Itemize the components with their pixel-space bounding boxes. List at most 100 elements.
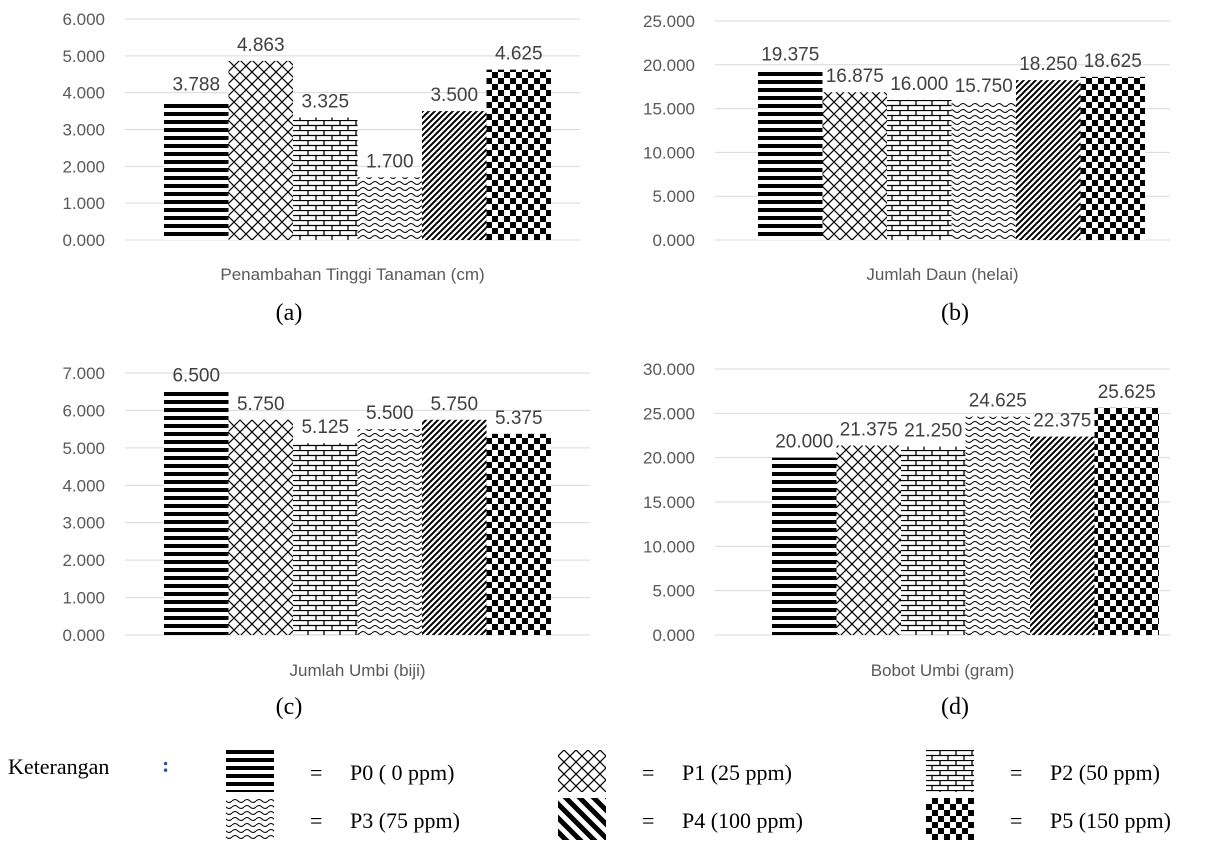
legend-equals: = — [1010, 808, 1023, 833]
data-label: 5.500 — [366, 403, 414, 424]
y-tick-label: 25.000 — [643, 12, 695, 31]
y-tick-label: 1.000 — [62, 194, 105, 213]
data-label: 24.625 — [969, 391, 1027, 412]
legend-equals: = — [310, 760, 323, 785]
bar-p0-0-ppm — [164, 391, 229, 635]
y-tick-label: 6.000 — [62, 401, 105, 420]
legend-label: P5 (150 ppm) — [1050, 808, 1171, 833]
y-tick-label: 10.000 — [643, 537, 695, 556]
chart-panel-2: 0.000 5.000 10.000 15.000 20.000 25.000 19.375… — [643, 12, 1170, 326]
bar-p4-100-ppm — [1016, 80, 1081, 240]
bar-p5-150-ppm — [1094, 407, 1159, 635]
y-tick-label: 0.000 — [652, 231, 695, 250]
y-tick-label: 20.000 — [643, 449, 695, 468]
legend-equals: = — [642, 808, 655, 833]
y-tick-label: 0.000 — [62, 626, 105, 645]
data-label: 3.788 — [172, 74, 220, 95]
data-label: 4.863 — [237, 35, 285, 56]
bar-p0-0-ppm — [772, 457, 837, 635]
legend-swatch — [926, 798, 974, 840]
y-tick-label: 2.000 — [62, 157, 105, 176]
bar-p4-100-ppm — [422, 111, 487, 240]
data-label: 18.625 — [1084, 51, 1142, 72]
data-label: 1.700 — [366, 151, 414, 172]
data-label: 25.625 — [1098, 382, 1156, 403]
bar-p4-100-ppm — [422, 419, 487, 635]
bar-p5-150-ppm — [1080, 76, 1145, 240]
y-tick-label: 15.000 — [643, 493, 695, 512]
bar-p3-75-ppm — [357, 177, 422, 240]
data-label: 3.500 — [430, 85, 478, 106]
data-label: 21.250 — [904, 421, 962, 442]
y-tick-label: 3.000 — [62, 121, 105, 140]
y-tick-label: 3.000 — [62, 514, 105, 533]
legend: Keterangan : = P0 ( 0 ppm) = P1 (25 ppm) = P2… — [0, 740, 1207, 845]
data-label: 5.125 — [301, 417, 349, 438]
legend-label: P2 (50 ppm) — [1050, 760, 1160, 785]
y-tick-label: 5.000 — [652, 187, 695, 206]
y-tick-label: 30.000 — [643, 360, 695, 379]
legend-title: Keterangan — [8, 754, 110, 779]
y-tick-label: 15.000 — [643, 100, 695, 119]
bar-p3-75-ppm — [951, 102, 1016, 240]
panel-label: (c) — [276, 694, 303, 720]
bar-p4-100-ppm — [1030, 436, 1095, 635]
data-label: 16.875 — [826, 66, 884, 87]
panel-label: (b) — [941, 300, 969, 326]
y-tick-label: 5.000 — [62, 439, 105, 458]
y-tick-label: 4.000 — [62, 476, 105, 495]
x-axis-label: Bobot Umbi (gram) — [871, 661, 1015, 680]
legend-label: P3 (75 ppm) — [350, 808, 460, 833]
bar-p2-50-ppm — [887, 99, 952, 240]
y-tick-label: 25.000 — [643, 404, 695, 423]
legend-swatch — [926, 750, 974, 792]
bar-p0-0-ppm — [758, 70, 823, 241]
legend-equals: = — [310, 808, 323, 833]
panel-label: (d) — [941, 694, 969, 720]
x-axis-label: Jumlah Umbi (biji) — [289, 661, 425, 680]
bar-p0-0-ppm — [164, 100, 229, 240]
data-label: 15.750 — [955, 76, 1013, 97]
legend-swatch — [558, 750, 606, 792]
bar-p2-50-ppm — [901, 446, 966, 635]
y-tick-label: 10.000 — [643, 143, 695, 162]
bar-p1-25-ppm — [836, 445, 901, 635]
bar-p5-150-ppm — [486, 433, 551, 635]
data-label: 5.750 — [430, 394, 478, 415]
chart-panel-3: 0.000 1.000 2.000 3.000 4.000 5.000 6.000 7.000… — [62, 364, 590, 720]
y-tick-label: 0.000 — [62, 231, 105, 250]
legend-colon: : — [162, 752, 170, 777]
bar-p1-25-ppm — [822, 92, 887, 240]
y-tick-label: 5.000 — [62, 47, 105, 66]
data-label: 5.375 — [495, 408, 543, 429]
bar-p1-25-ppm — [228, 419, 293, 635]
y-tick-label: 7.000 — [62, 364, 105, 383]
y-tick-label: 20.000 — [643, 56, 695, 75]
data-label: 3.325 — [301, 92, 349, 113]
bar-p5-150-ppm — [486, 69, 551, 240]
data-label: 6.500 — [172, 366, 220, 387]
legend-label: P0 ( 0 ppm) — [350, 760, 455, 785]
bar-p3-75-ppm — [357, 429, 422, 635]
panel-label: (a) — [276, 300, 303, 326]
legend-label: P4 (100 ppm) — [682, 808, 803, 833]
bar-p3-75-ppm — [965, 416, 1030, 635]
x-axis-label: Penambahan Tinggi Tanaman (cm) — [220, 265, 484, 284]
data-label: 22.375 — [1033, 411, 1091, 432]
legend-swatch — [226, 750, 274, 792]
y-tick-label: 4.000 — [62, 84, 105, 103]
data-label: 20.000 — [775, 432, 833, 453]
data-label: 18.250 — [1019, 54, 1077, 75]
bar-p2-50-ppm — [293, 117, 358, 240]
bar-p1-25-ppm — [228, 60, 293, 240]
legend-swatch — [226, 798, 274, 840]
data-label: 16.000 — [890, 74, 948, 95]
data-label: 21.375 — [840, 419, 898, 440]
legend-label: P1 (25 ppm) — [682, 760, 792, 785]
y-tick-label: 2.000 — [62, 551, 105, 570]
data-label: 4.625 — [495, 44, 543, 65]
y-tick-label: 1.000 — [62, 589, 105, 608]
data-label: 5.750 — [237, 394, 285, 415]
y-tick-label: 0.000 — [652, 626, 695, 645]
